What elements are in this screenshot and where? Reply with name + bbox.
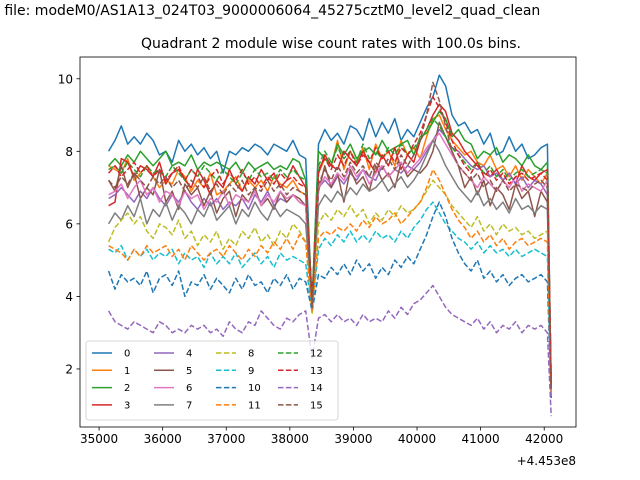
figure-suptitle: n file: modeM0/AS1A13_024T03_9000006064_… (0, 3, 541, 19)
legend-label-6: 6 (186, 383, 192, 394)
x-tick-label: 35000 (80, 432, 118, 446)
legend-label-12: 12 (310, 349, 323, 360)
x-tick-label: 42000 (525, 432, 563, 446)
legend-label-14: 14 (310, 383, 323, 394)
series-line-6 (108, 132, 552, 384)
series-line-13 (108, 96, 552, 384)
legend-label-2: 2 (124, 383, 130, 394)
axes-frame (79, 56, 577, 428)
y-tick-label: 4 (65, 290, 73, 304)
legend-label-11: 11 (248, 400, 261, 411)
legend-label-15: 15 (310, 400, 323, 411)
y-tick-label: 8 (65, 145, 73, 159)
legend-label-5: 5 (186, 366, 192, 377)
series-line-5 (107, 121, 552, 388)
series-line-10 (107, 201, 552, 399)
series-line-11 (108, 168, 552, 395)
legend-label-0: 0 (124, 349, 130, 360)
x-tick-label: 41000 (462, 432, 500, 446)
x-tick-label: 40000 (398, 432, 436, 446)
legend-label-7: 7 (186, 400, 192, 411)
x-tick-label: 36000 (144, 432, 182, 446)
x-tick-label: 39000 (334, 432, 372, 446)
legend-label-10: 10 (248, 383, 261, 394)
legend-label-3: 3 (124, 400, 130, 411)
y-tick-label: 10 (58, 72, 73, 86)
series-line-8 (107, 179, 552, 395)
series-line-15 (108, 81, 552, 391)
series-line-0 (107, 74, 552, 391)
legend-label-4: 4 (186, 349, 192, 360)
y-tick-label: 6 (65, 217, 73, 231)
x-tick-label: 38000 (271, 432, 309, 446)
legend-label-13: 13 (310, 366, 323, 377)
x-offset-label: +4.453e8 (517, 454, 576, 468)
chart-title: Quadrant 2 module wise count rates with … (141, 36, 521, 52)
legend-label-8: 8 (248, 349, 254, 360)
series-line-7 (107, 139, 552, 391)
legend-label-1: 1 (124, 366, 130, 377)
series-line-14 (107, 284, 552, 417)
legend-box (85, 340, 339, 421)
x-tick-label: 37000 (207, 432, 245, 446)
y-tick-label: 2 (65, 362, 73, 376)
legend-label-9: 9 (248, 366, 254, 377)
series-lines (107, 74, 552, 417)
axes: 35000 36000 37000 38000 39000 40000 41000 42000… (58, 56, 577, 468)
